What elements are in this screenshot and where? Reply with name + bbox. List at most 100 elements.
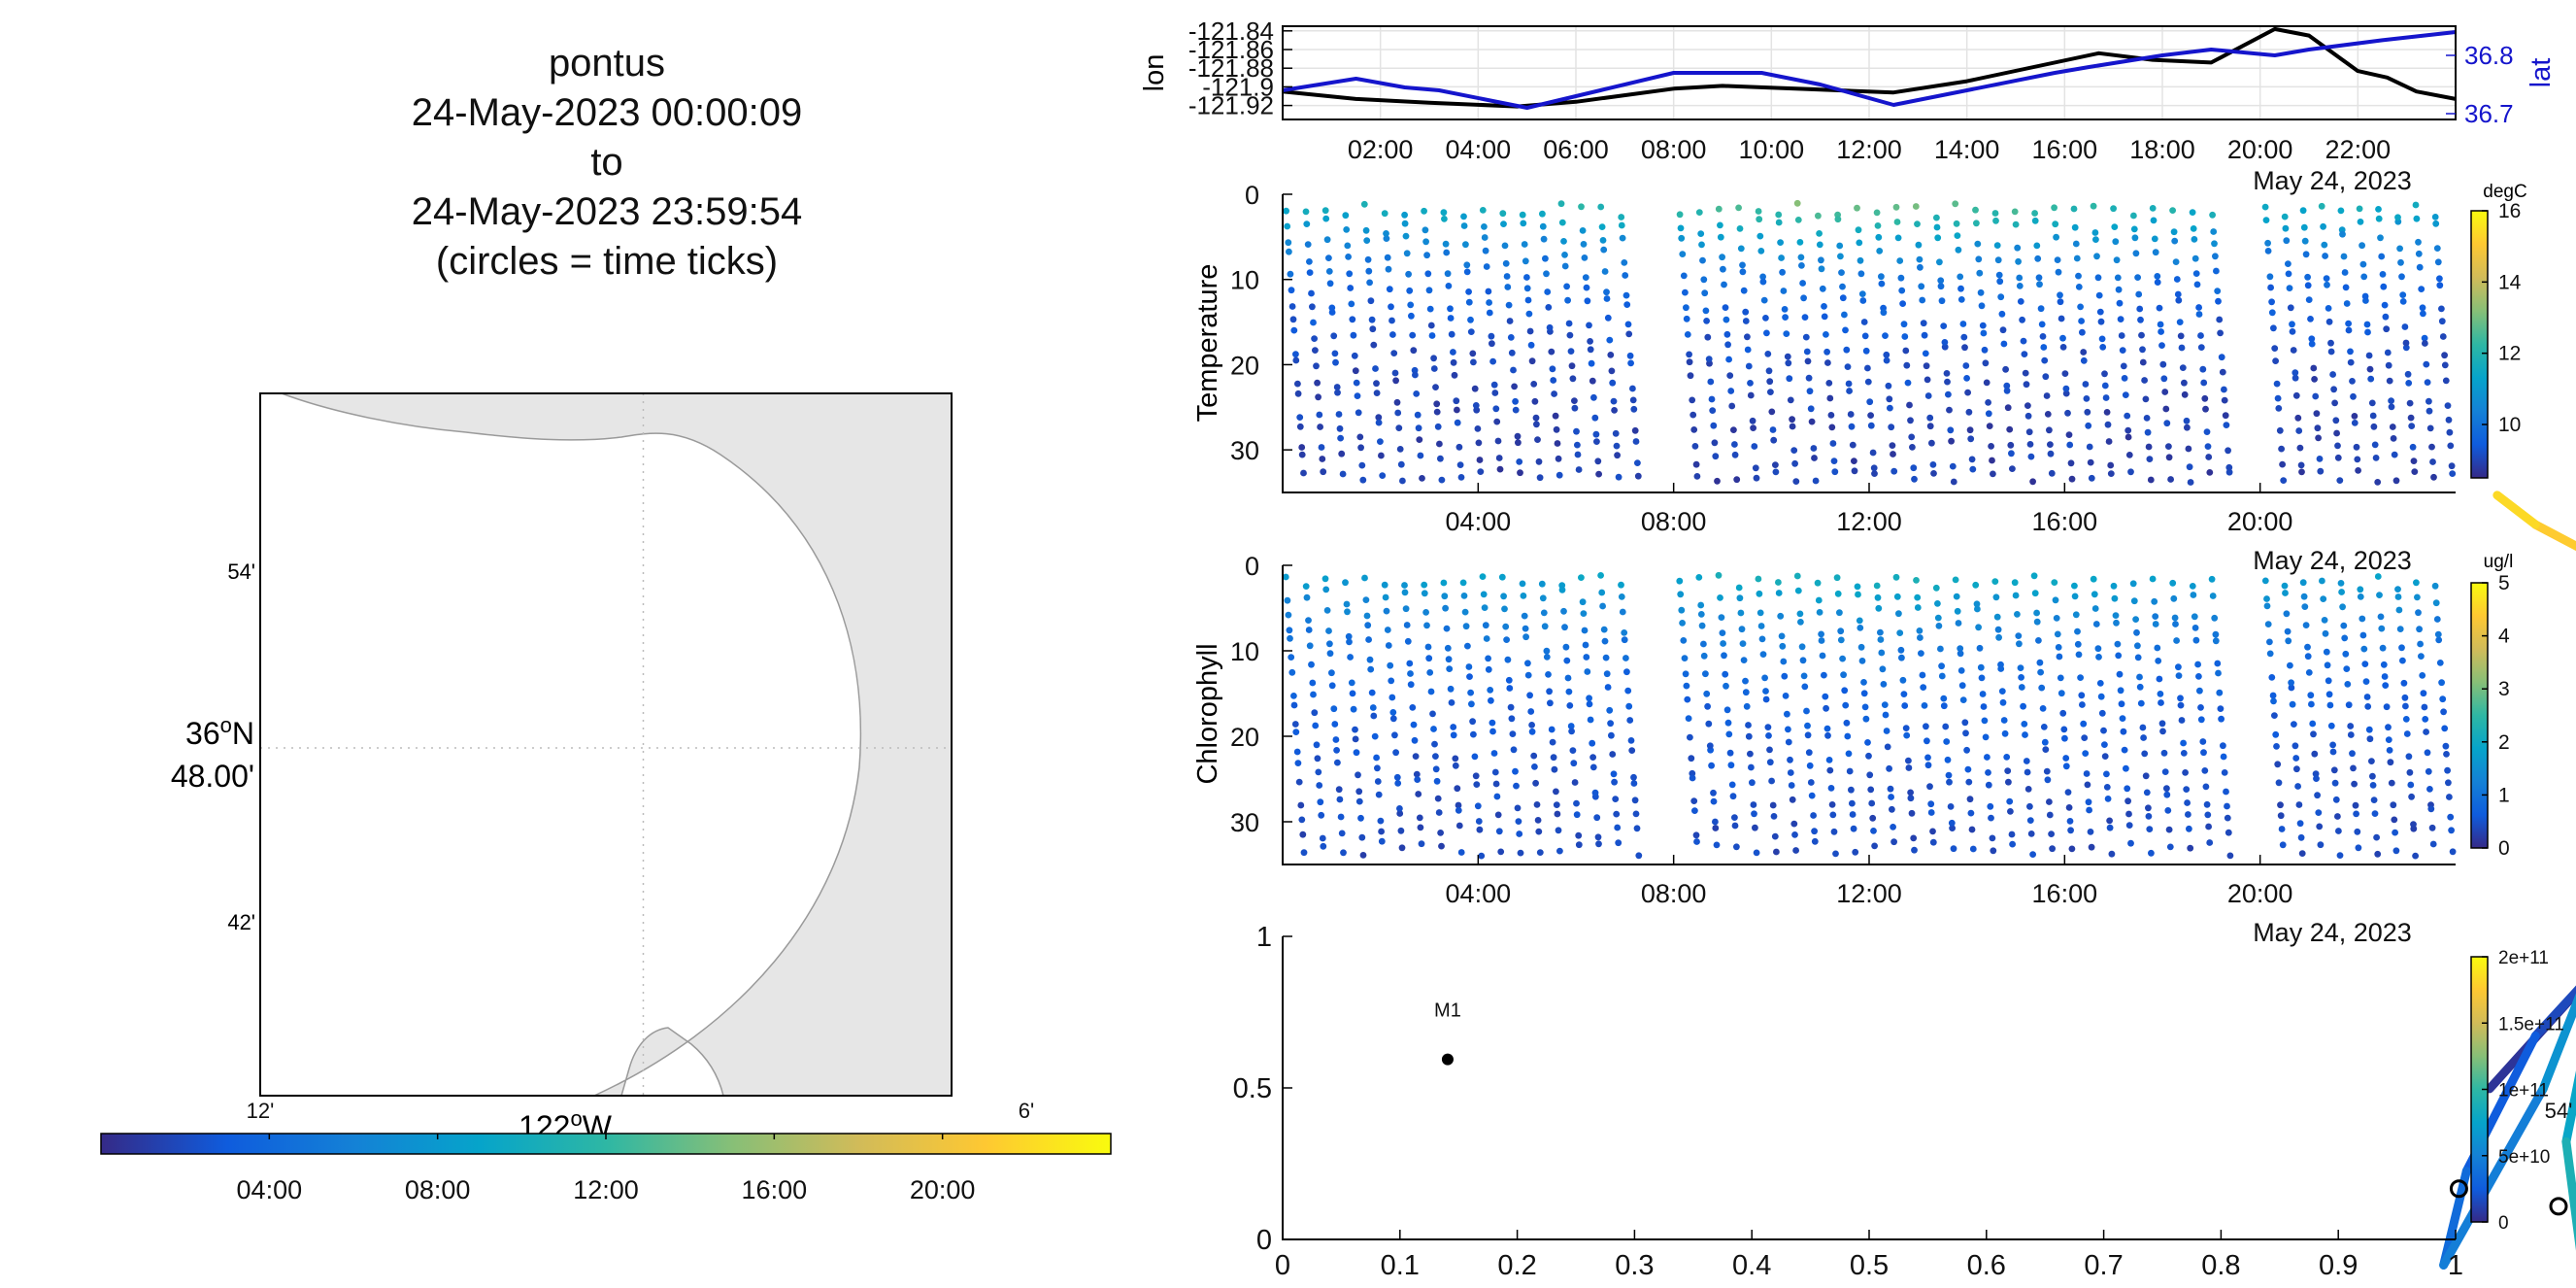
data-point — [1888, 794, 1894, 800]
data-point — [1967, 435, 1975, 443]
data-point — [2448, 462, 2456, 470]
data-point — [1312, 722, 1320, 729]
data-point — [1441, 593, 1449, 600]
data-point — [1829, 811, 1837, 819]
data-point — [1744, 333, 1751, 341]
data-point — [1981, 346, 1989, 354]
data-point — [1521, 612, 1528, 620]
data-point — [2353, 810, 2360, 818]
data-point — [1388, 694, 1396, 701]
data-point — [1541, 623, 1549, 630]
data-point — [1834, 590, 1842, 597]
data-point — [1973, 220, 1980, 227]
data-point — [1629, 396, 1637, 404]
data-point — [1974, 605, 1981, 613]
data-point — [2054, 256, 2061, 263]
data-point — [2295, 801, 2303, 808]
data-point — [1709, 407, 1717, 414]
data-point — [1308, 289, 1315, 297]
data-point — [1763, 329, 1770, 337]
data-point — [2020, 337, 2027, 345]
data-point — [2415, 250, 2423, 257]
data-point — [2337, 580, 2345, 587]
data-point — [1735, 204, 1742, 212]
data-point — [1435, 809, 1443, 816]
data-point — [1300, 849, 1308, 857]
lon-axis-label: lon — [1139, 54, 1170, 92]
data-point — [2097, 318, 2105, 325]
data-point — [1625, 330, 1633, 338]
data-point — [2278, 826, 2286, 832]
date-label: May 24, 2023 — [2253, 918, 2412, 947]
data-point — [1900, 321, 1908, 328]
data-point — [2187, 479, 2194, 486]
data-point — [1731, 822, 1739, 830]
data-point — [1438, 476, 1446, 484]
data-point — [2072, 611, 2080, 619]
depth-tick-label: 20 — [1230, 723, 1259, 752]
data-point — [1710, 422, 1718, 429]
data-point — [1332, 358, 1339, 366]
data-point — [1954, 607, 1961, 615]
data-point — [1911, 475, 1918, 483]
data-point — [1769, 426, 1777, 433]
data-point — [1482, 247, 1489, 254]
data-point — [2024, 402, 2031, 409]
data-point — [1520, 593, 1527, 599]
data-point — [2413, 579, 2420, 587]
data-point — [1365, 636, 1372, 643]
data-point — [1850, 825, 1857, 832]
data-point — [1681, 655, 1689, 661]
track-segment — [2561, 1136, 2576, 1251]
data-point — [1431, 740, 1438, 748]
data-point — [2436, 660, 2444, 666]
data-point — [1548, 348, 1556, 356]
data-point — [1890, 467, 1898, 475]
data-point — [1940, 702, 1948, 710]
data-point — [1487, 687, 1494, 694]
data-point — [2434, 630, 2442, 638]
data-point — [1488, 696, 1494, 704]
data-point — [1848, 786, 1855, 794]
data-point — [2342, 650, 2350, 658]
data-point — [2419, 304, 2426, 312]
data-point — [2054, 630, 2061, 638]
data-point — [1283, 207, 1289, 215]
data-point — [1962, 729, 1969, 737]
data-point — [1427, 322, 1435, 329]
data-point — [1942, 723, 1950, 730]
data-point — [1352, 367, 1359, 375]
data-point — [1455, 806, 1462, 814]
data-point — [1934, 614, 1942, 622]
data-point — [2271, 712, 2278, 719]
lat-series-line — [1282, 30, 2457, 110]
data-point — [1549, 365, 1556, 373]
data-point — [1826, 394, 1834, 402]
data-point — [1382, 593, 1389, 601]
data-point — [2129, 580, 2137, 588]
time-tick-label: 10:00 — [1739, 135, 1805, 164]
data-point — [2118, 700, 2125, 708]
data-point — [2134, 274, 2142, 281]
data-point — [2088, 474, 2095, 482]
data-point — [2442, 377, 2450, 385]
data-point — [1363, 612, 1371, 620]
data-point — [1747, 380, 1754, 387]
data-point — [2296, 444, 2304, 452]
data-point — [1607, 352, 1615, 358]
data-point — [2310, 364, 2318, 372]
data-point — [1798, 643, 1806, 651]
data-point — [2390, 801, 2397, 809]
data-point — [1914, 220, 1921, 228]
data-point — [1503, 273, 1511, 280]
data-point — [1284, 222, 1291, 230]
data-point — [1924, 376, 1931, 384]
data-point — [1305, 617, 1312, 624]
data-point — [2377, 234, 2384, 242]
data-point — [2006, 797, 2014, 805]
data-point — [1533, 421, 1540, 428]
data-point — [1973, 600, 1981, 608]
data-point — [2205, 823, 2213, 830]
data-point — [1912, 203, 1920, 210]
data-point — [1453, 397, 1460, 405]
